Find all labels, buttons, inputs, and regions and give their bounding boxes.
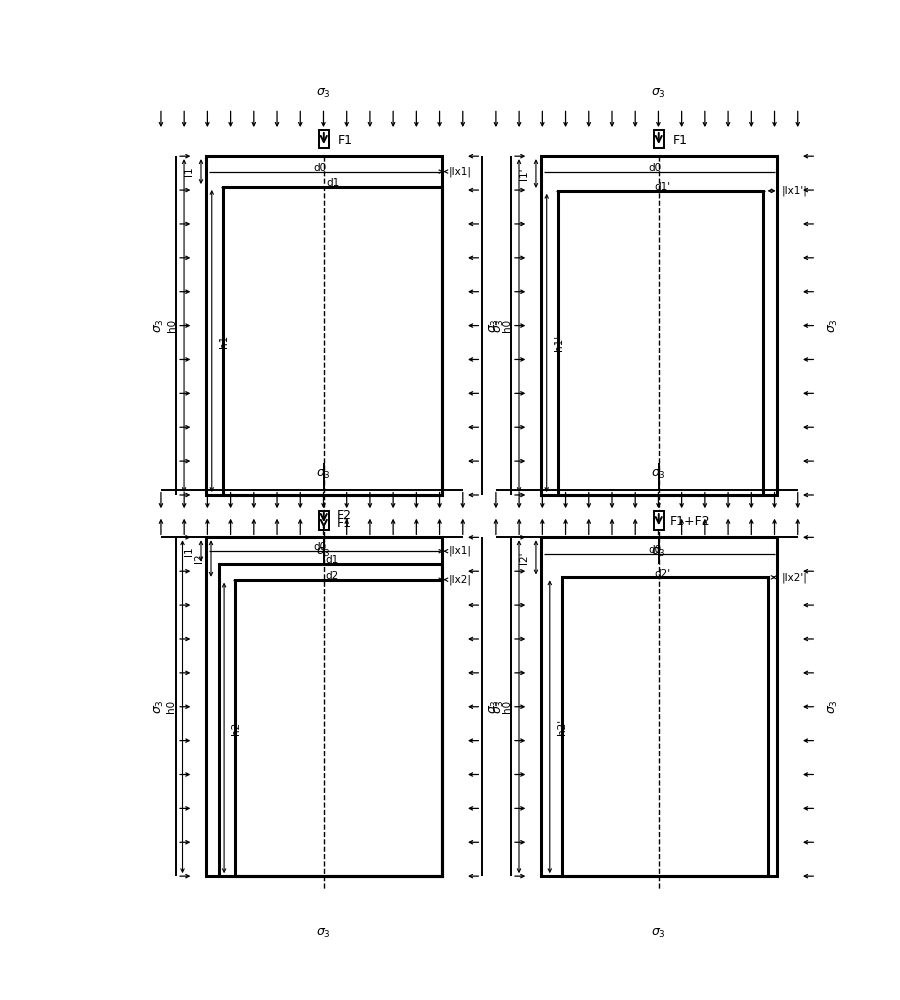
Bar: [222, 187, 442, 495]
Bar: [319, 511, 328, 530]
Text: $\sigma_3$: $\sigma_3$: [492, 318, 506, 333]
Text: $\sigma_3$: $\sigma_3$: [492, 699, 506, 714]
Text: $\sigma_3$: $\sigma_3$: [488, 699, 501, 714]
Text: d0: d0: [648, 545, 662, 555]
Text: h0: h0: [167, 319, 177, 332]
Text: d0: d0: [313, 163, 327, 173]
Text: h1': h1': [554, 335, 563, 351]
Text: h0: h0: [502, 700, 512, 713]
Text: d1: d1: [325, 555, 338, 565]
Text: |lx1|: |lx1|: [448, 546, 472, 556]
Text: F2: F2: [337, 509, 352, 522]
Text: |lx2|: |lx2|: [448, 574, 472, 585]
Text: l1': l1': [519, 167, 529, 180]
Text: $\sigma_3$: $\sigma_3$: [317, 468, 331, 481]
Bar: [562, 577, 768, 876]
Text: F1+F2: F1+F2: [670, 515, 710, 528]
Bar: [220, 564, 442, 876]
Text: d1: d1: [327, 178, 339, 188]
Bar: [653, 130, 664, 148]
Text: $\sigma_3$: $\sigma_3$: [652, 927, 666, 940]
Text: $\sigma_3$: $\sigma_3$: [652, 546, 666, 559]
Bar: [541, 537, 777, 876]
Text: h2': h2': [557, 719, 567, 735]
Bar: [541, 156, 777, 495]
Text: F1: F1: [672, 134, 688, 147]
Text: d1': d1': [654, 182, 670, 192]
Text: l1: l1: [184, 167, 194, 176]
Text: $\sigma_3$: $\sigma_3$: [153, 699, 166, 714]
Bar: [557, 191, 763, 495]
Text: h0: h0: [166, 700, 176, 713]
Text: $\sigma_3$: $\sigma_3$: [317, 87, 331, 100]
Bar: [235, 580, 442, 876]
Text: $\sigma_3$: $\sigma_3$: [317, 546, 331, 559]
Text: $\sigma_3$: $\sigma_3$: [488, 318, 501, 333]
Text: l2: l2: [194, 554, 204, 563]
Text: d2: d2: [325, 571, 338, 581]
Text: |lx2'|: |lx2'|: [781, 572, 807, 583]
Bar: [319, 130, 328, 148]
Text: $\sigma_3$: $\sigma_3$: [153, 318, 166, 333]
Text: d2': d2': [654, 569, 670, 579]
Text: F1: F1: [337, 517, 352, 530]
Bar: [653, 511, 664, 530]
Text: d0: d0: [313, 542, 327, 552]
Text: |lx1|: |lx1|: [448, 166, 472, 177]
Bar: [205, 156, 442, 495]
Bar: [205, 537, 442, 876]
Text: h1: h1: [219, 334, 229, 348]
Text: |lx1'|: |lx1'|: [781, 186, 807, 196]
Text: $\sigma_3$: $\sigma_3$: [317, 927, 331, 940]
Text: $\sigma_3$: $\sigma_3$: [652, 87, 666, 100]
Text: l1: l1: [184, 546, 194, 556]
Text: d0: d0: [648, 163, 662, 173]
Text: h2: h2: [231, 721, 241, 735]
Text: h0: h0: [502, 319, 512, 332]
Text: l2': l2': [519, 551, 529, 564]
Text: $\sigma_3$: $\sigma_3$: [827, 318, 841, 333]
Text: $\sigma_3$: $\sigma_3$: [652, 468, 666, 481]
Text: F1: F1: [338, 134, 353, 147]
Text: $\sigma_3$: $\sigma_3$: [827, 699, 841, 714]
